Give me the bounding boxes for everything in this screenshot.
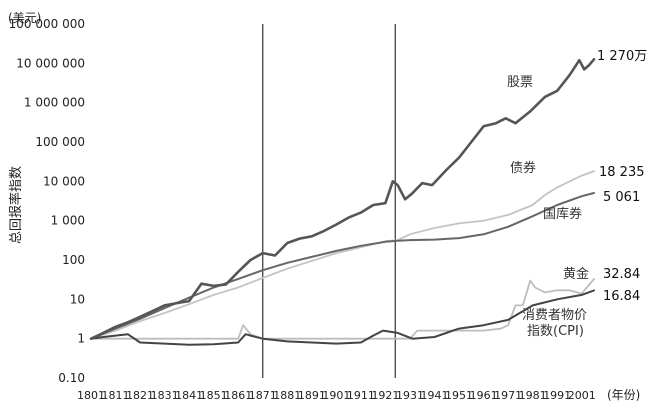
x-tick-label: 1971 <box>494 389 522 402</box>
x-tick-label: 1951 <box>445 389 473 402</box>
series-line-cpi <box>90 289 595 346</box>
end-value-cpi: 16.84 <box>603 289 640 304</box>
end-value-bonds: 18 235 <box>599 165 645 180</box>
y-tick-label: 0.10 <box>58 371 85 385</box>
x-tick-label: 2001 <box>568 389 596 402</box>
series-label-stocks: 股票 <box>507 75 533 90</box>
y-axis-label: 总回报率指数 <box>8 166 24 244</box>
series-label-gold: 黄金 <box>563 266 589 282</box>
x-tick-label: 1881 <box>273 389 301 402</box>
series-label-bonds: 债券 <box>510 160 536 176</box>
x-tick-label: 1851 <box>200 389 228 402</box>
x-tick-label: 1901 <box>322 389 350 402</box>
end-value-gold: 32.84 <box>603 267 640 282</box>
x-tick-label: 1931 <box>396 389 424 402</box>
x-tick-label: 1891 <box>298 389 326 402</box>
series-line-tbills <box>90 192 595 340</box>
x-tick-label: 1941 <box>421 389 449 402</box>
x-tick-label: 1821 <box>126 389 154 402</box>
y-tick-label: 10 <box>70 292 85 306</box>
x-tick-label: 1861 <box>224 389 252 402</box>
y-tick-label: 10 000 <box>43 174 85 188</box>
y-axis-unit: (美元) <box>8 11 41 25</box>
y-tick-label: 100 <box>62 253 85 267</box>
x-tick-label: 1921 <box>371 389 399 402</box>
series-line-stocks <box>89 58 596 340</box>
series-line-gold <box>90 278 595 340</box>
x-tick-label: 1991 <box>543 389 571 402</box>
y-tick-label: 1 <box>77 332 85 346</box>
end-value-stocks: 1 270万 <box>597 49 647 64</box>
x-tick-label: 1841 <box>175 389 203 402</box>
series-label-tbills: 国库券 <box>543 206 582 222</box>
series-label-cpi-line2: 指数(CPI) <box>527 324 584 339</box>
x-tick-label: 1911 <box>347 389 375 402</box>
y-tick-label: 100 000 000 <box>9 17 85 31</box>
end-value-tbills: 5 061 <box>603 190 640 205</box>
x-tick-label: 1871 <box>249 389 277 402</box>
series-label-cpi-line1: 消费者物价 <box>522 308 587 323</box>
x-tick-label: 1981 <box>519 389 547 402</box>
x-tick-label: 1831 <box>151 389 179 402</box>
y-tick-label: 10 000 000 <box>16 56 85 70</box>
x-axis-unit: (年份) <box>607 388 640 402</box>
x-tick-label: 1961 <box>470 389 498 402</box>
x-tick-label: 1811 <box>102 389 130 402</box>
y-tick-label: 100 000 <box>35 135 85 149</box>
y-tick-label: 1 000 000 <box>24 96 85 110</box>
x-tick-label: 1801 <box>77 389 105 402</box>
y-tick-label: 1 000 <box>51 214 85 228</box>
